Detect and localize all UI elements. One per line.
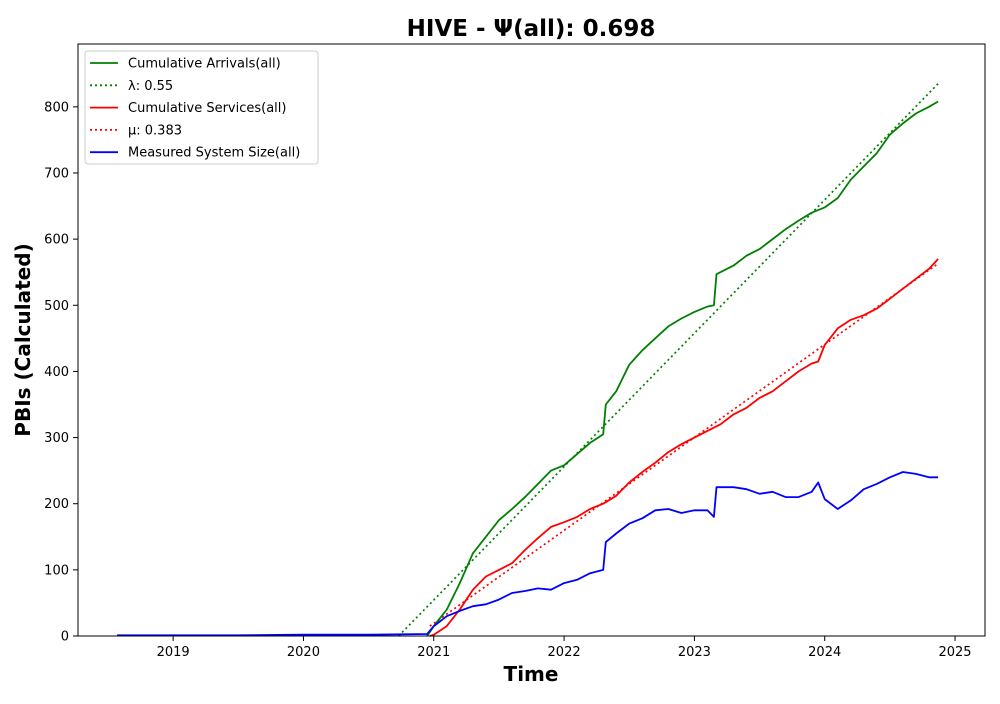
y-tick-label: 0 [61,630,69,645]
y-axis-label: PBIs (Calculated) [11,243,35,436]
x-tick-label: 2021 [417,645,450,660]
x-tick-label: 2023 [678,645,711,660]
y-tick-label: 400 [44,365,69,380]
chart-title: HIVE - Ψ(all): 0.698 [407,16,656,42]
y-tick-label: 300 [44,431,69,446]
x-tick-label: 2022 [548,645,581,660]
y-tick-label: 700 [44,166,69,181]
series-line-3 [429,262,939,627]
legend-label: Measured System Size(all) [128,146,300,161]
y-tick-label: 800 [44,100,69,115]
series-line-4 [117,471,939,637]
series-line-0 [426,100,939,637]
ticks-layer: 2019 2020 2021 2022 2023 2024 2025 0 100 200 300 40… [44,100,971,660]
y-tick-label: 600 [44,233,69,248]
plot-frame [77,43,986,637]
series-layer [117,83,939,637]
legend-label: μ: 0.383 [128,123,182,138]
legend-box [84,50,319,165]
legend-label: Cumulative Arrivals(all) [128,57,281,72]
legend-label: Cumulative Services(all) [128,101,286,116]
x-tick-label: 2024 [808,645,841,660]
x-axis-label: Time [504,662,559,686]
x-tick-label: 2020 [287,645,320,660]
x-tick-label: 2019 [157,645,190,660]
y-tick-label: 100 [44,563,69,578]
y-tick-label: 200 [44,497,69,512]
series-line-1 [397,83,939,637]
legend: Cumulative Arrivals(all) λ: 0.55 Cumulativ… [84,50,319,165]
x-tick-label: 2025 [938,645,971,660]
series-line-2 [429,258,939,637]
legend-label: λ: 0.55 [128,79,173,94]
y-tick-label: 500 [44,299,69,314]
